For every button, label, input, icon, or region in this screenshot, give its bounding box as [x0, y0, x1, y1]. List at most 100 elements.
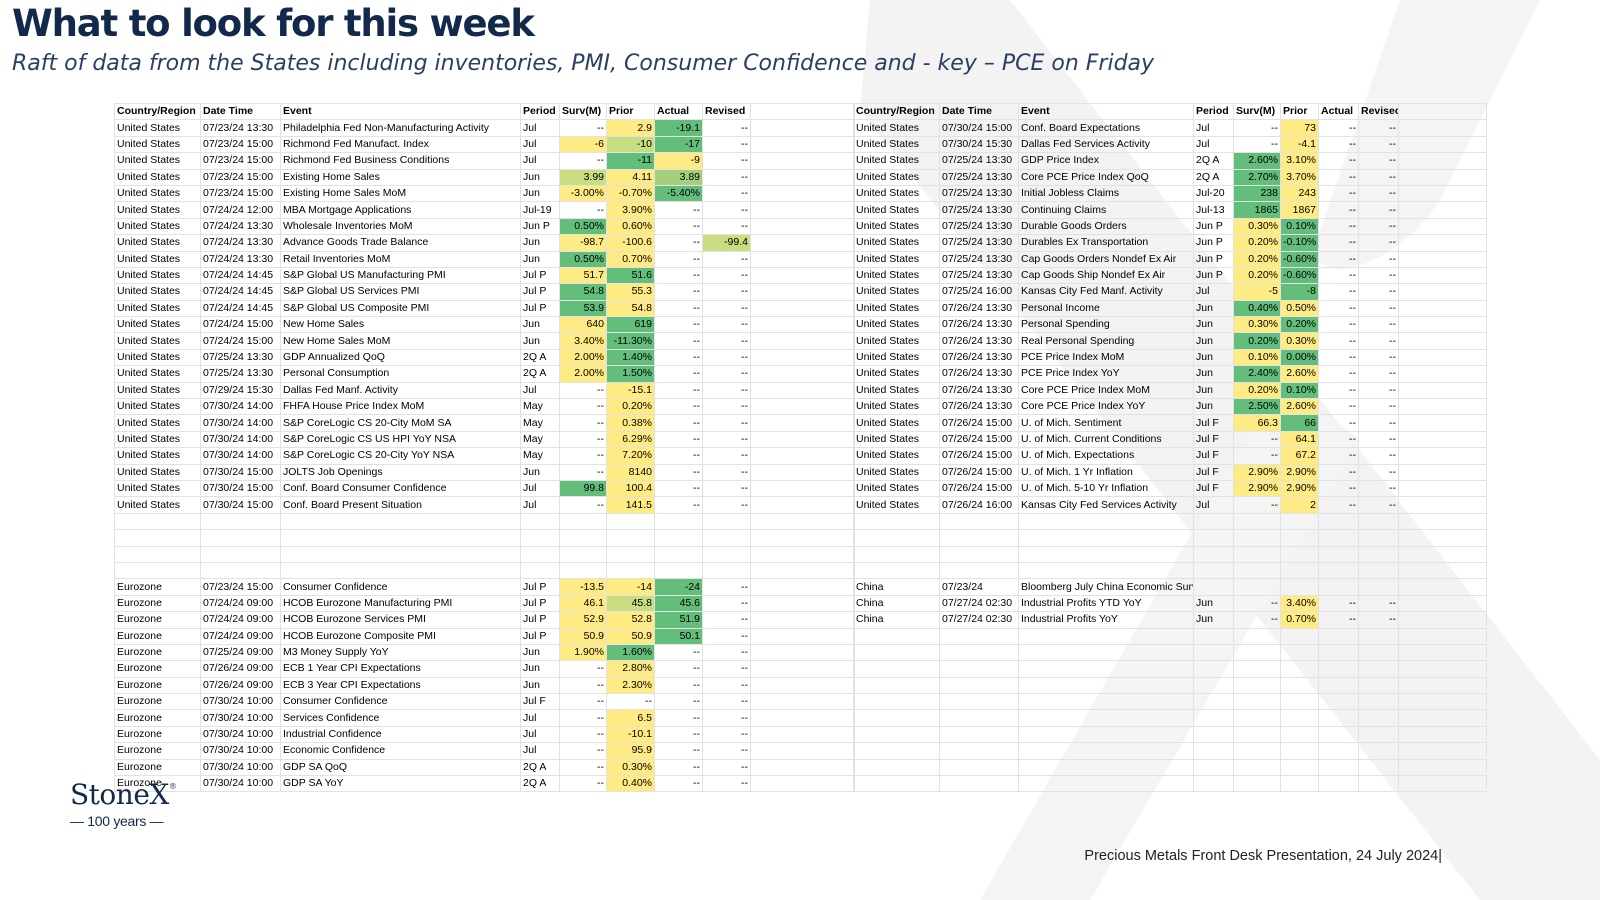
table-cell: ECB 1 Year CPI Expectations [280, 660, 521, 678]
empty-cell [750, 578, 855, 596]
table-cell: 99.8 [559, 479, 607, 498]
table-cell: -- [1318, 168, 1359, 186]
table-cell [654, 561, 703, 580]
table-cell: 07/30/24 10:00 [200, 693, 281, 711]
empty-cell [750, 332, 855, 350]
table-cell [1018, 643, 1194, 662]
table-cell: -- [702, 217, 751, 236]
table-cell: -- [654, 725, 703, 744]
table-cell: United States [114, 266, 201, 285]
table-cell: Jul-13 [1193, 201, 1234, 219]
empty-cell [1398, 693, 1487, 711]
table-cell: -- [702, 316, 751, 334]
table-cell: -- [702, 119, 751, 137]
table-cell: -- [1358, 348, 1399, 367]
table-cell: -- [654, 676, 703, 695]
table-cell: 55.3 [606, 283, 655, 301]
table-cell: Conf. Board Present Situation [280, 496, 521, 514]
table-cell: 07/27/24 02:30 [939, 594, 1019, 613]
table-row: United States 07/30/24 15:00 Conf. Board P… [114, 496, 855, 514]
table-cell [939, 709, 1019, 727]
table-cell: 07/29/24 15:30 [200, 381, 281, 400]
table-cell: Jul [520, 152, 560, 170]
empty-cell [1398, 348, 1487, 367]
table-cell: -- [1358, 250, 1399, 268]
table-cell: -- [654, 234, 703, 252]
table-row [853, 561, 1487, 580]
empty-cell [1398, 250, 1487, 268]
table-cell: -- [654, 742, 703, 760]
table-row: Eurozone 07/26/24 09:00 ECB 3 Year CPI Exp… [114, 676, 855, 695]
table-cell: -10 [606, 135, 655, 154]
table-cell: HCOB Eurozone Manufacturing PMI [280, 594, 521, 613]
table-row: United States 07/30/24 15:00 Conf. Board C… [114, 479, 855, 498]
table-cell: 64.1 [1280, 430, 1319, 449]
table-row: Eurozone 07/30/24 10:00 Industrial Confide… [114, 725, 855, 744]
table-cell: United States [114, 119, 201, 137]
table-cell [200, 545, 281, 563]
empty-cell [750, 414, 855, 432]
empty-cell [1398, 725, 1487, 744]
table-cell: S&P Global US Composite PMI [280, 299, 521, 318]
table-cell: -8 [1280, 283, 1319, 301]
table-header-row: Country/Region Date Time Event Period Su… [114, 102, 855, 121]
empty-cell [1398, 398, 1487, 416]
empty-cell [1398, 512, 1487, 531]
column-header: Actual [1318, 102, 1359, 121]
table-cell: 2.60% [1280, 398, 1319, 416]
table-row: United States 07/26/24 13:30 Core PCE Pric… [853, 398, 1487, 416]
table-cell [853, 660, 940, 678]
table-cell: -- [654, 332, 703, 350]
table-cell: Eurozone [114, 594, 201, 613]
empty-cell [750, 316, 855, 334]
table-cell: 07/24/24 14:45 [200, 299, 281, 318]
table-cell: 07/25/24 13:30 [939, 266, 1019, 285]
table-cell: 2.90% [1233, 479, 1281, 498]
table-row: United States 07/24/24 14:45 S&P Global US… [114, 299, 855, 318]
empty-cell [750, 234, 855, 252]
table-cell: Jun [1193, 398, 1234, 416]
table-cell: United States [853, 447, 940, 465]
table-cell [606, 561, 655, 580]
table-cell: -- [1358, 234, 1399, 252]
table-cell: 07/26/24 13:30 [939, 398, 1019, 416]
empty-cell [1398, 332, 1487, 350]
table-cell [702, 529, 751, 547]
empty-cell [1398, 447, 1487, 465]
column-header: Period [1193, 102, 1234, 121]
table-cell: 0.20% [1233, 266, 1281, 285]
table-cell: -- [559, 660, 607, 678]
table-cell: 07/24/24 09:00 [200, 627, 281, 645]
table-cell: United States [853, 283, 940, 301]
table-cell: 07/30/24 15:00 [939, 119, 1019, 137]
table-cell: Jul F [1193, 463, 1234, 481]
table-cell: -9 [654, 152, 703, 170]
table-cell: 2.00% [559, 348, 607, 367]
table-cell: United States [114, 184, 201, 203]
table-cell: 07/23/24 15:00 [200, 578, 281, 596]
table-cell: 1865 [1233, 201, 1281, 219]
table-cell: 1.50% [606, 365, 655, 383]
table-cell: -- [654, 693, 703, 711]
table-cell [114, 512, 201, 531]
table-cell [1233, 725, 1281, 744]
table-row: United States 07/30/24 15:30 Dallas Fed Se… [853, 135, 1487, 154]
table-cell: May [520, 430, 560, 449]
empty-cell [1398, 578, 1487, 596]
table-cell: United States [114, 348, 201, 367]
table-cell: Jul [520, 119, 560, 137]
table-cell: Jul [520, 479, 560, 498]
table-cell: United States [853, 381, 940, 400]
column-header: Revised [702, 102, 751, 121]
table-cell: -- [1358, 430, 1399, 449]
table-cell: 53.9 [559, 299, 607, 318]
table-cell: 1.90% [559, 643, 607, 662]
table-cell: Jul F [1193, 479, 1234, 498]
table-cell: 6.29% [606, 430, 655, 449]
table-cell: -- [559, 201, 607, 219]
table-cell: -- [702, 660, 751, 678]
table-cell: -- [559, 775, 607, 793]
table-row [853, 660, 1487, 678]
table-cell: 2.80% [606, 660, 655, 678]
table-cell: 3.70% [1280, 168, 1319, 186]
